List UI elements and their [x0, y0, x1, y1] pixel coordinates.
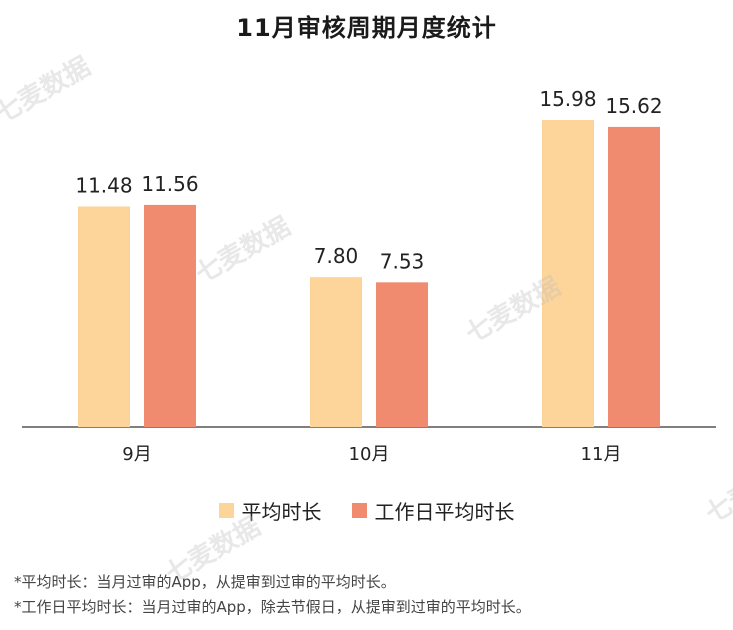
- data-label-workday-3: 15.62: [605, 94, 662, 118]
- data-label-workday-2: 7.53: [380, 249, 425, 273]
- chart-title: 11月审核周期月度统计: [236, 14, 497, 42]
- legend: 平均时长 工作日平均时长: [0, 496, 733, 525]
- footnote-workday: *工作日平均时长：当月过审的App，除去节假日，从提审到过审的平均时长。: [14, 598, 531, 616]
- x-tick-label: 11月: [581, 444, 622, 465]
- data-label-avg-1: 11.48: [75, 173, 132, 197]
- legend-item-avg: 平均时长: [218, 496, 322, 525]
- legend-swatch-avg: [218, 503, 234, 518]
- data-label-avg-2: 7.80: [314, 244, 359, 268]
- bar-workday-1: [144, 204, 196, 427]
- legend-swatch-workday: [351, 503, 367, 518]
- bar-avg-3: [542, 119, 594, 428]
- footnotes: *平均时长：当月过审的App，从提审到过审的平均时长。 *工作日平均时长：当月过…: [14, 570, 531, 620]
- footnote-avg: *平均时长：当月过审的App，从提审到过审的平均时长。: [14, 573, 396, 591]
- bar-chart: 11.48 11.56 9月 7.80 7.53 10月 15.98 15.62 11月: [22, 87, 716, 465]
- data-label-avg-3: 15.98: [539, 87, 596, 111]
- bar-workday-3: [608, 126, 660, 427]
- legend-item-workday: 工作日平均时长: [351, 496, 515, 525]
- bar-avg-1: [78, 206, 130, 427]
- legend-label-avg: 平均时长: [241, 500, 322, 524]
- x-tick-label: 10月: [349, 444, 390, 465]
- legend-label-workday: 工作日平均时长: [374, 500, 515, 524]
- bar-workday-2: [376, 282, 428, 427]
- x-tick-label: 9月: [122, 444, 151, 465]
- data-label-workday-1: 11.56: [141, 172, 198, 196]
- bar-avg-2: [310, 277, 362, 427]
